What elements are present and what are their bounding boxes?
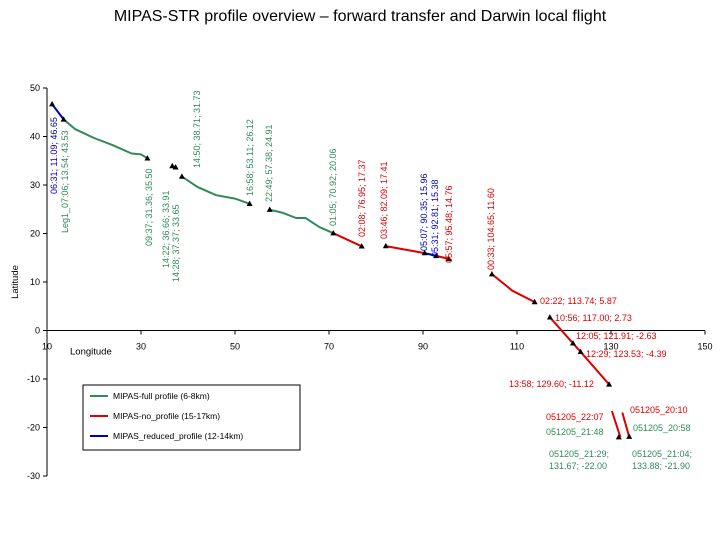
data-label: 051205_22:07 <box>546 412 604 422</box>
point-marker <box>577 348 584 354</box>
legend-box <box>82 384 301 451</box>
data-label: 05:07; 90.35; 15.96 <box>419 173 429 251</box>
series-line-2 <box>332 232 363 248</box>
point-marker <box>358 243 365 249</box>
series-line-2 <box>610 410 622 438</box>
x-tick-label: 110 <box>510 342 524 352</box>
point-marker <box>531 298 538 305</box>
point-markers <box>49 101 633 440</box>
point-marker <box>60 116 67 122</box>
x-tick-label: 30 <box>136 342 146 352</box>
data-label: 133.88; -21.90 <box>632 461 690 471</box>
series-line-2 <box>385 245 425 255</box>
data-label: 10:56; 117.00; 2.73 <box>555 313 632 323</box>
data-label: 051205_21:04; <box>632 449 692 459</box>
series-line-2 <box>435 254 450 260</box>
legend-label-1: MIPAS-full profile (6-8km) <box>113 391 210 401</box>
legend-label-2: MIPAS-no_profile (15-17km) <box>113 411 220 421</box>
y-tick-label: 0 <box>35 326 40 336</box>
data-label: 051205_20:10 <box>630 405 688 415</box>
data-label: 14:28; 37.37; 33.65 <box>171 204 181 282</box>
point-marker <box>615 434 622 440</box>
data-label: 22:49; 57.38; 24.91 <box>264 124 274 202</box>
y-tick-label: 40 <box>30 132 40 142</box>
point-marker <box>382 242 389 249</box>
point-marker <box>570 340 576 346</box>
data-label: 14:50; 38.71; 31.73 <box>192 90 202 168</box>
point-marker <box>172 164 179 170</box>
data-label: 09:37; 31.36; 35.50 <box>144 168 154 246</box>
y-tick-label: -20 <box>27 423 40 433</box>
series-line-1 <box>181 175 250 205</box>
data-label: 051205_21:29; <box>549 449 609 459</box>
data-label: 16:58; 53.11; 26.12 <box>245 119 255 196</box>
y-tick-label: 50 <box>30 83 40 93</box>
data-label: 06:31; 11.09; 46.65 <box>49 117 59 194</box>
series-line-1 <box>62 118 148 160</box>
annotations: 06:31; 11.09; 46.65 Leg1_07:06; 13.54; 43… <box>49 90 692 471</box>
point-marker <box>421 249 428 256</box>
point-marker <box>144 155 151 161</box>
data-label: 14:22; 36.66; 33.91 <box>161 190 171 268</box>
point-marker <box>266 206 273 212</box>
data-label: 12:05; 121.91; -2.63 <box>576 331 657 341</box>
point-marker <box>488 271 495 277</box>
legend-label-3: MIPAS_reduced_profile (12-14km) <box>113 431 243 441</box>
x-tick-label: 50 <box>230 342 240 352</box>
data-label: Leg1_07:06; 13.54; 43.53 <box>60 130 70 233</box>
point-marker <box>606 381 613 387</box>
data-label: 05:31; 92.81; 15.38 <box>430 179 440 257</box>
x-tick-label: 90 <box>418 342 428 352</box>
y-tick-label: 20 <box>30 229 40 239</box>
data-label: 051205_20:58 <box>633 423 691 433</box>
point-marker <box>546 314 553 320</box>
y-tick-label: -10 <box>27 374 40 384</box>
y-axis-label: Latitude <box>10 265 21 299</box>
point-marker <box>330 230 337 236</box>
point-marker <box>433 252 440 259</box>
point-marker <box>169 162 176 169</box>
x-tick-label: 70 <box>324 342 334 352</box>
data-label: 02:22; 113.74; 5.87 <box>540 296 617 306</box>
data-label: 12:29; 123.53; -4.39 <box>586 349 667 359</box>
y-tick-label: -30 <box>27 471 40 481</box>
series-line-2 <box>621 412 631 437</box>
data-label: 131.67; -22.00 <box>549 461 607 471</box>
data-label: 05:57; 95.48; 14.76 <box>444 185 454 263</box>
x-tick-label: 150 <box>697 342 712 352</box>
x-axis-label: Longitude <box>70 347 112 358</box>
series-lines <box>51 103 631 438</box>
data-label: 02:08; 76.95; 17.37 <box>357 159 367 237</box>
data-label: 03:46; 82.09; 17.41 <box>379 161 389 239</box>
data-label: 00:33; 104.65; 11.60 <box>486 188 496 270</box>
point-marker <box>246 200 253 206</box>
data-label: 13:58; 129.60; -11.12 <box>509 379 594 389</box>
legend: MIPAS-full profile (6-8km) MIPAS-no_profi… <box>82 384 301 451</box>
y-tick-label: 10 <box>30 277 40 287</box>
point-marker <box>49 101 56 107</box>
data-label: 01:05; 70.92; 20.06 <box>328 148 338 226</box>
point-marker <box>626 433 633 439</box>
x-tick-label: 130 <box>603 342 618 352</box>
series-line-3 <box>51 103 65 121</box>
point-marker <box>445 255 452 262</box>
series-line-1 <box>269 208 334 235</box>
series-line-2 <box>549 316 610 386</box>
y-tick-label: 30 <box>30 180 40 190</box>
series-line-2 <box>491 273 536 303</box>
x-tick-label: 10 <box>42 342 52 352</box>
point-marker <box>178 173 185 179</box>
chart-title: MIPAS-STR profile overview – forward tra… <box>114 8 607 25</box>
data-label: 051205_21:48 <box>546 427 604 437</box>
